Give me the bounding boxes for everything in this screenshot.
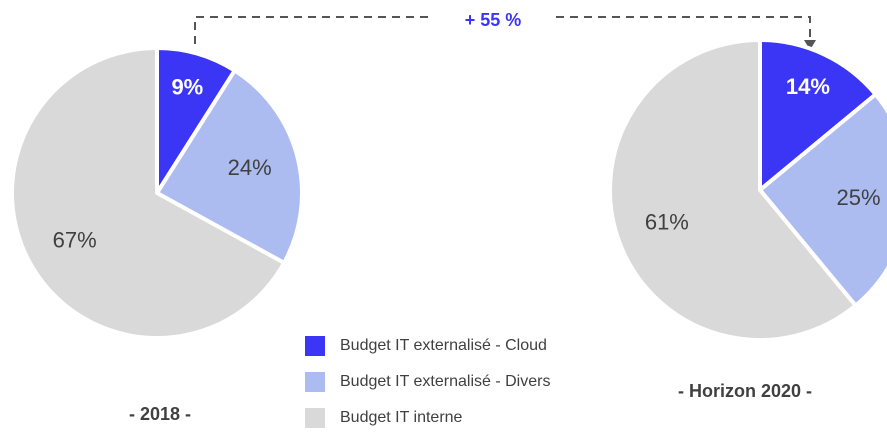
slice-label: 9% xyxy=(171,74,203,99)
legend-label: Budget IT externalisé - Cloud xyxy=(340,337,547,354)
slice-label: 14% xyxy=(786,74,830,99)
pie-slice xyxy=(758,38,878,192)
pie-slice xyxy=(155,68,304,265)
slice-label: 61% xyxy=(645,209,689,234)
arrow-head xyxy=(804,40,816,50)
growth-annotation: + 55 % xyxy=(465,10,522,30)
chart-title: - Horizon 2020 - xyxy=(678,381,812,401)
chart-title: - 2018 - xyxy=(129,404,191,424)
legend-label: Budget IT externalisé - Divers xyxy=(340,373,550,390)
legend-swatch xyxy=(305,372,325,392)
pie-slice xyxy=(608,38,858,342)
pie-slice xyxy=(758,92,887,308)
slice-label: 67% xyxy=(53,228,97,253)
legend-swatch xyxy=(305,408,325,428)
growth-connector xyxy=(194,16,811,44)
legend-swatch xyxy=(305,336,325,356)
pie-slice xyxy=(10,46,287,340)
slice-label: 25% xyxy=(837,185,881,210)
slice-label: 24% xyxy=(228,155,272,180)
legend-label: Budget IT interne xyxy=(340,409,463,426)
